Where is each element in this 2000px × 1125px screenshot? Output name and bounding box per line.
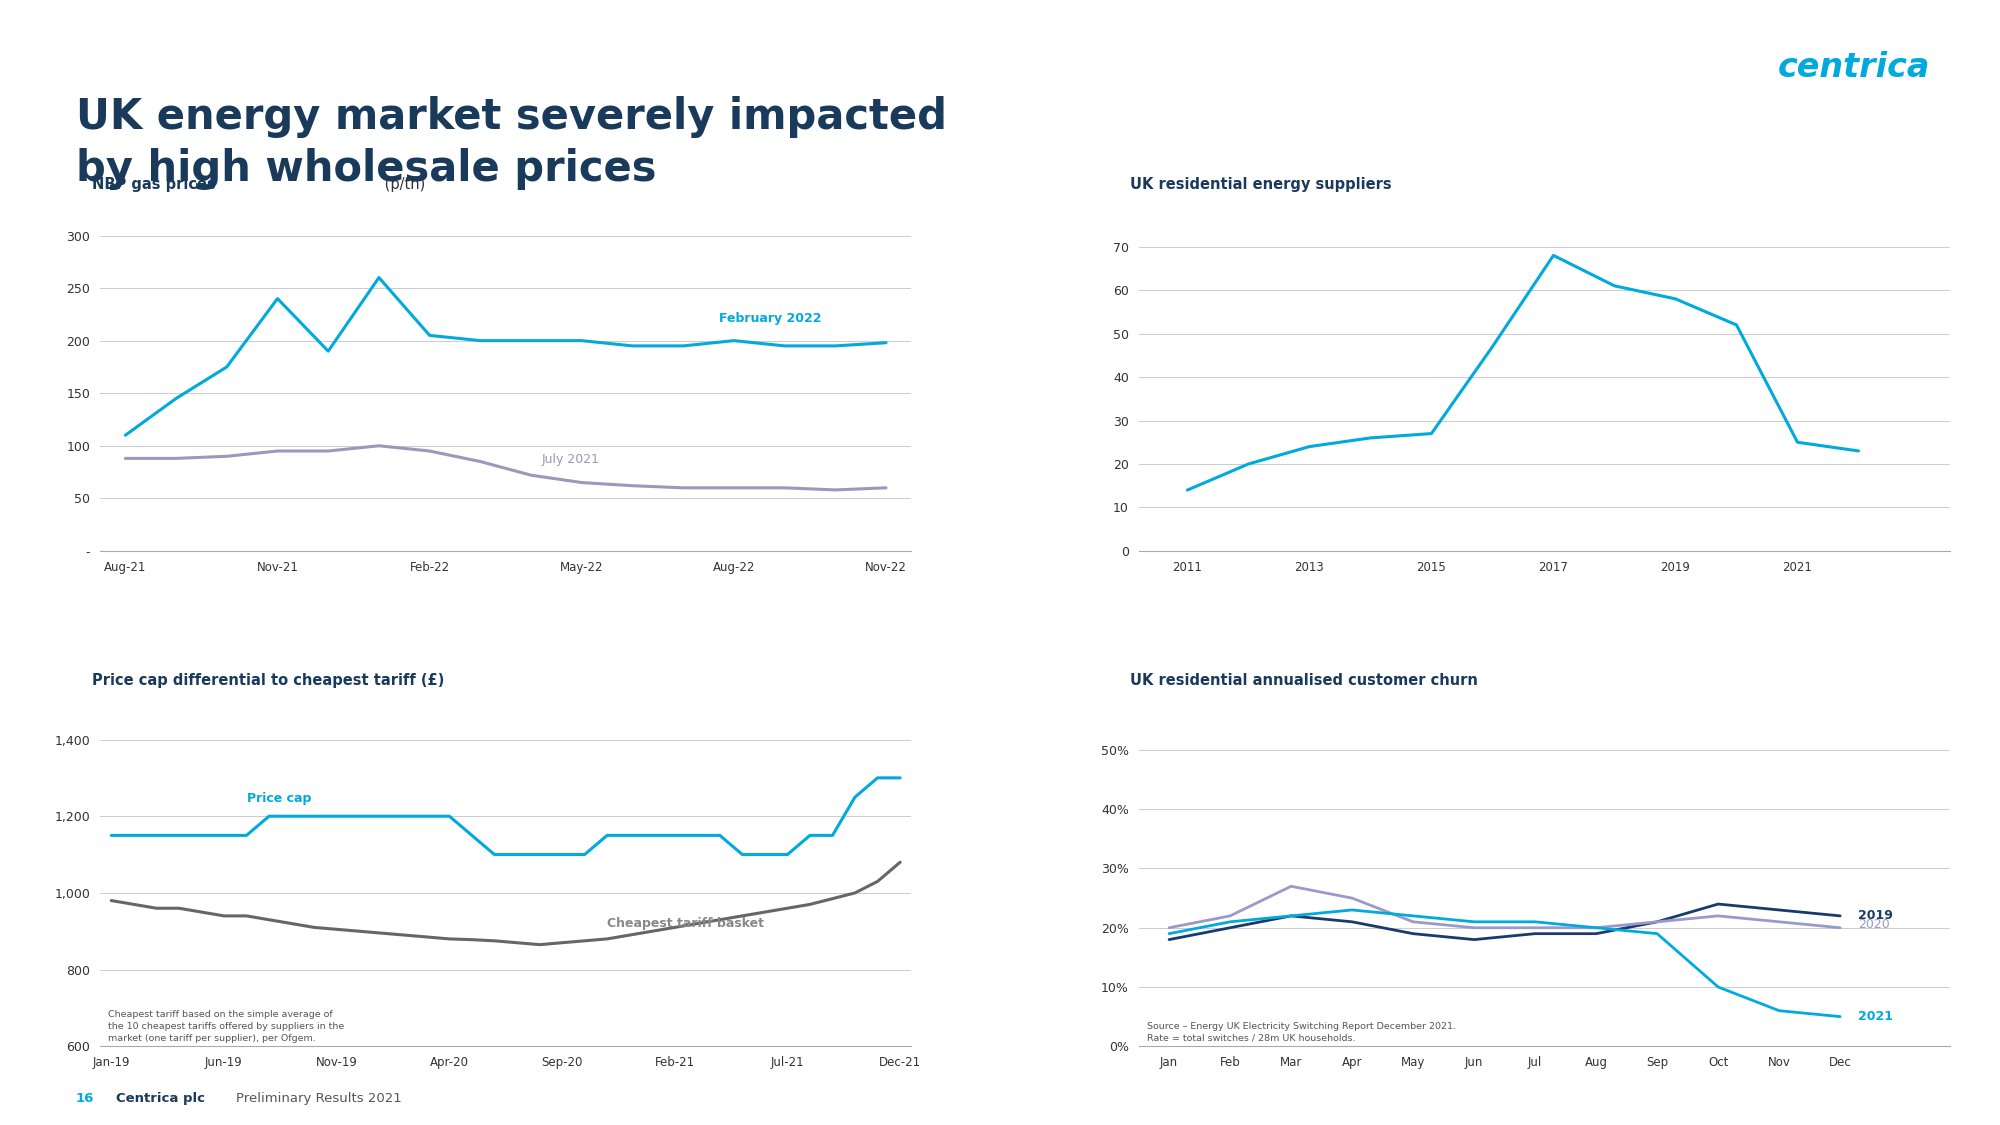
Text: Source – Energy UK Electricity Switching Report December 2021.
Rate = total swit: Source – Energy UK Electricity Switching…: [1146, 1023, 1456, 1043]
Text: by high wholesale prices: by high wholesale prices: [76, 148, 656, 190]
Text: Preliminary Results 2021: Preliminary Results 2021: [236, 1091, 402, 1105]
Text: 2019: 2019: [1858, 909, 1894, 922]
Text: centrica: centrica: [1778, 51, 1930, 83]
Text: 16: 16: [76, 1091, 94, 1105]
Text: February 2022: February 2022: [718, 312, 822, 325]
Text: Price cap differential to cheapest tariff (£): Price cap differential to cheapest tarif…: [92, 673, 444, 687]
Text: NBP gas prices: NBP gas prices: [92, 178, 216, 192]
Text: UK energy market severely impacted: UK energy market severely impacted: [76, 96, 948, 137]
Text: 2021: 2021: [1858, 1010, 1894, 1023]
Text: July 2021: July 2021: [542, 452, 600, 466]
Text: Cheapest tariff based on the simple average of
the 10 cheapest tariffs offered b: Cheapest tariff based on the simple aver…: [108, 1010, 344, 1043]
Text: 2020: 2020: [1858, 918, 1890, 931]
Text: UK residential annualised customer churn: UK residential annualised customer churn: [1130, 673, 1478, 687]
Text: UK residential energy suppliers: UK residential energy suppliers: [1130, 178, 1392, 192]
Text: Cheapest tariff basket: Cheapest tariff basket: [608, 917, 764, 929]
Text: Price cap: Price cap: [246, 792, 310, 804]
Text: (p/th): (p/th): [380, 178, 426, 192]
Text: Centrica plc: Centrica plc: [116, 1091, 206, 1105]
